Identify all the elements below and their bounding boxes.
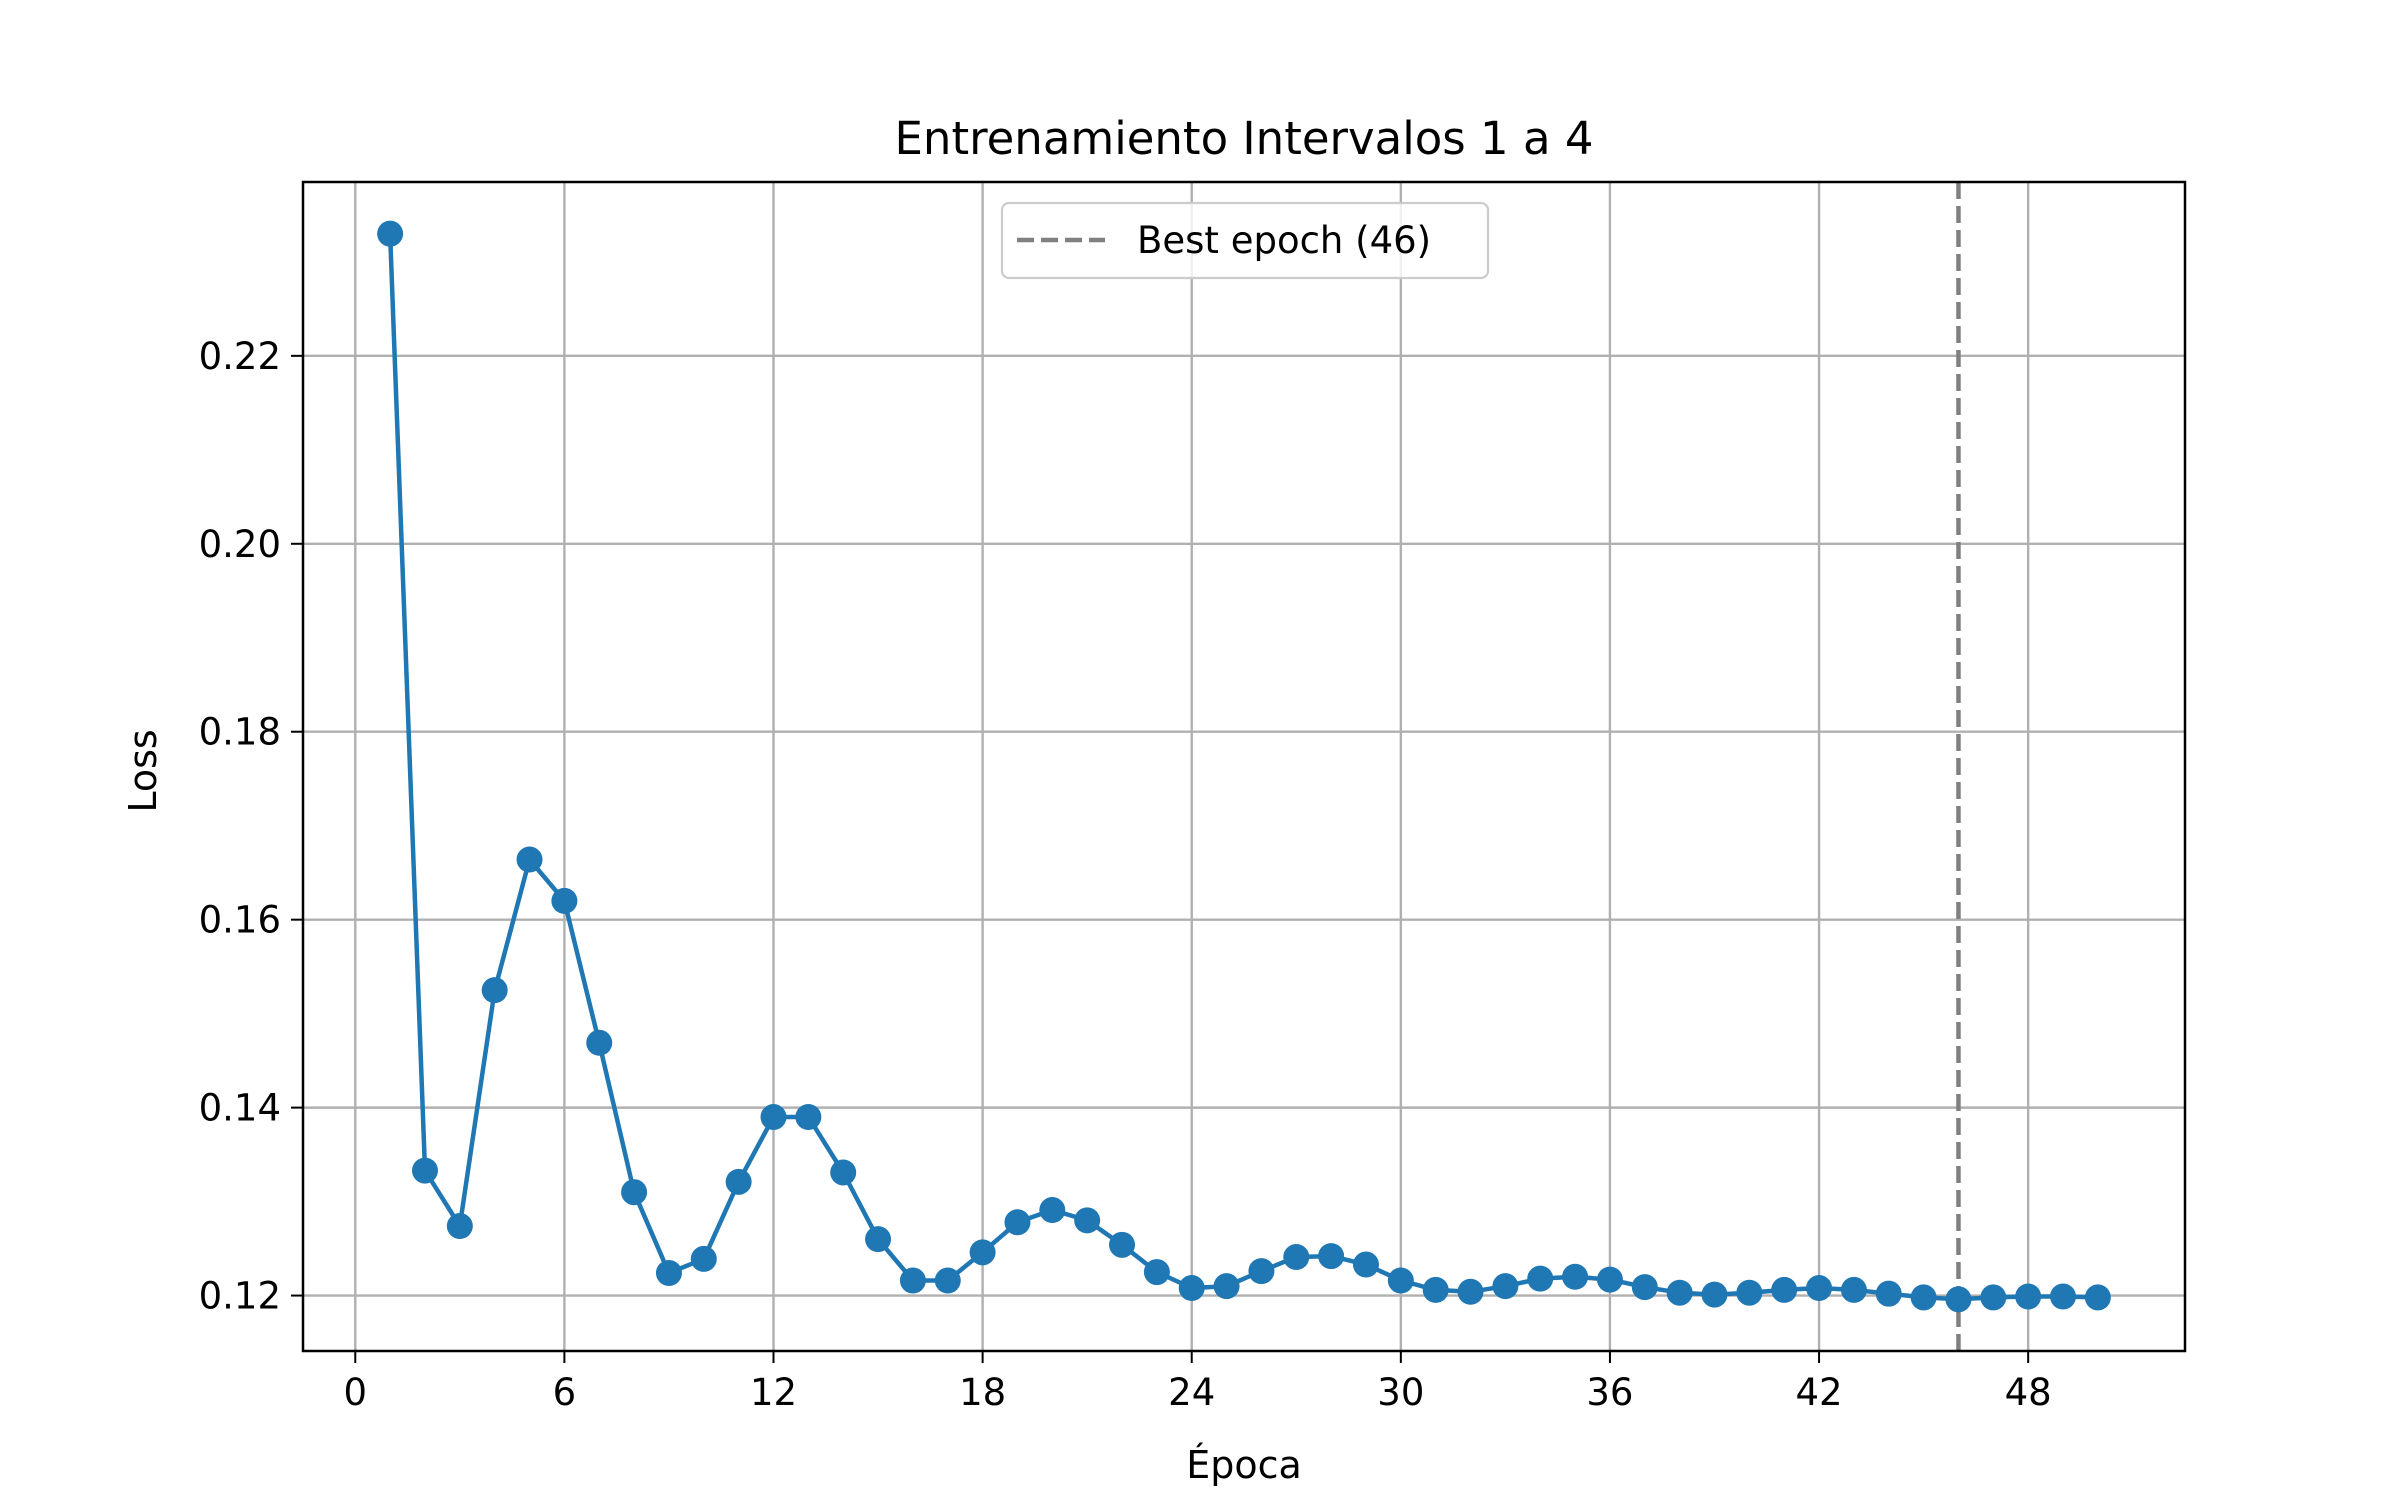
legend-entry-best-epoch: Best epoch (46)	[1137, 219, 1431, 262]
loss-point	[586, 1029, 613, 1056]
loss-point	[411, 1157, 438, 1184]
x-tick-label: 42	[1796, 1371, 1843, 1414]
loss-point	[551, 887, 578, 914]
loss-point	[1213, 1273, 1240, 1300]
loss-point	[899, 1267, 926, 1294]
loss-point	[865, 1226, 892, 1253]
loss-point	[1143, 1259, 1170, 1286]
loss-point	[1875, 1280, 1902, 1307]
loss-point	[1039, 1197, 1066, 1224]
loss-point	[1945, 1286, 1972, 1313]
loss-point	[377, 220, 404, 247]
loss-point	[1527, 1265, 1554, 1292]
loss-point	[481, 977, 508, 1004]
loss-point	[1562, 1263, 1589, 1290]
x-tick-label: 18	[959, 1371, 1006, 1414]
loss-point	[1771, 1276, 1798, 1303]
loss-point	[1283, 1244, 1310, 1271]
series	[377, 220, 2111, 1313]
loss-point	[516, 846, 543, 873]
loss-point	[1806, 1275, 1833, 1302]
loss-point	[446, 1213, 473, 1240]
loss-point	[830, 1159, 857, 1186]
loss-point	[1004, 1209, 1031, 1236]
y-tick-label: 0.18	[199, 711, 281, 754]
loss-point	[1178, 1275, 1205, 1302]
loss-point	[1492, 1273, 1519, 1300]
loss-point	[690, 1245, 717, 1272]
x-tick-label: 24	[1168, 1371, 1215, 1414]
loss-point	[1596, 1266, 1623, 1293]
y-tick-label: 0.20	[199, 523, 281, 566]
loss-point	[1631, 1274, 1658, 1301]
loss-point	[1074, 1207, 1101, 1234]
y-tick-label: 0.22	[199, 335, 281, 378]
loss-point	[621, 1179, 648, 1206]
x-tick-label: 48	[2005, 1371, 2052, 1414]
y-tick-label: 0.16	[199, 899, 281, 942]
grid	[303, 182, 2185, 1351]
y-axis-label: Loss	[121, 729, 165, 812]
loss-point	[1109, 1231, 1136, 1258]
x-axis-ticks: 0 6 12 18 24 30 36 42 48	[344, 1351, 2052, 1414]
loss-point	[1910, 1284, 1937, 1311]
legend-box	[1000, 201, 1490, 280]
loss-point	[969, 1239, 996, 1266]
loss-point	[1980, 1284, 2007, 1311]
loss-point	[1422, 1276, 1449, 1303]
loss-point	[1387, 1267, 1414, 1294]
loss-point	[1701, 1281, 1728, 1308]
x-tick-label: 0	[344, 1371, 368, 1414]
x-axis-label: Época	[1186, 1443, 1302, 1487]
loss-point	[2015, 1283, 2042, 1310]
loss-point	[795, 1104, 822, 1131]
chart-title: Entrenamiento Intervalos 1 a 4	[895, 112, 1594, 165]
x-tick-label: 6	[553, 1371, 577, 1414]
loss-point	[1457, 1278, 1484, 1305]
loss-point	[2084, 1284, 2111, 1311]
loss-point	[934, 1267, 961, 1294]
loss-point	[1736, 1279, 1763, 1306]
y-tick-label: 0.12	[199, 1275, 281, 1318]
loss-point	[1248, 1258, 1275, 1285]
loss-point	[1352, 1251, 1379, 1278]
x-tick-label: 36	[1586, 1371, 1633, 1414]
legend: Best epoch (46)	[1000, 201, 1490, 280]
loss-point	[1666, 1279, 1693, 1306]
loss-point	[655, 1260, 682, 1287]
y-axis-ticks: 0.12 0.14 0.16 0.18 0.20 0.22	[199, 335, 303, 1318]
x-tick-label: 12	[750, 1371, 797, 1414]
plot-frame	[301, 180, 2187, 1353]
x-tick-label: 30	[1377, 1371, 1424, 1414]
loss-point	[2050, 1283, 2077, 1310]
loss-point	[725, 1168, 752, 1195]
loss-point	[760, 1104, 787, 1131]
loss-point	[1318, 1243, 1345, 1270]
loss-point	[1840, 1276, 1867, 1303]
y-tick-label: 0.14	[199, 1087, 281, 1130]
